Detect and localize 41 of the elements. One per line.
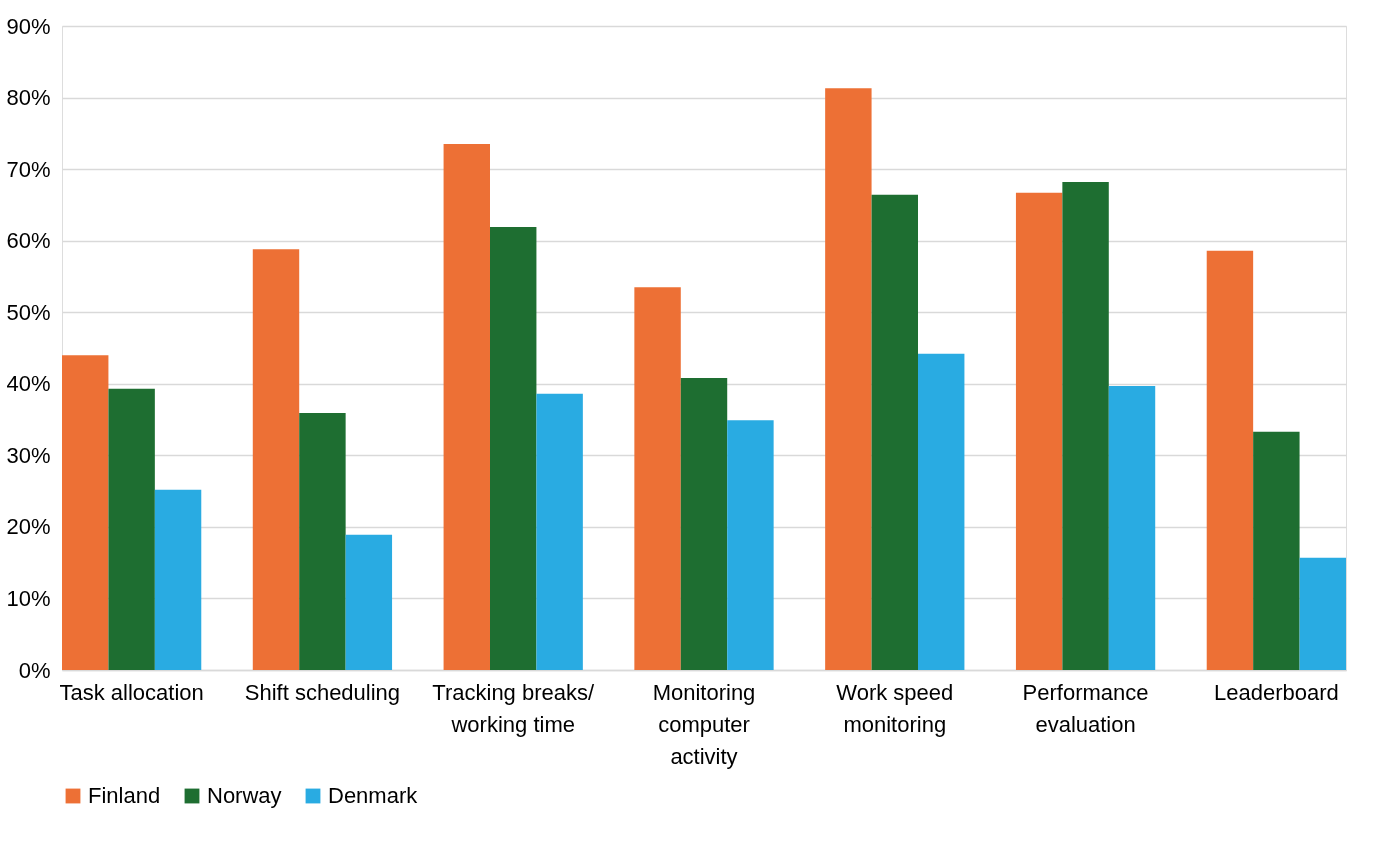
bar bbox=[680, 378, 728, 670]
bar bbox=[299, 413, 346, 670]
y-tick-label: 80% bbox=[6, 85, 51, 111]
x-tick-label: Work speed monitoring bbox=[836, 679, 954, 737]
bar bbox=[1015, 192, 1063, 670]
x-tick-label: Task allocation bbox=[59, 679, 204, 705]
bar bbox=[252, 249, 300, 670]
bar bbox=[108, 388, 155, 670]
bar bbox=[1062, 181, 1109, 670]
legend-label: Finland bbox=[88, 783, 161, 808]
x-tick-label: Monitoring computer activity bbox=[652, 679, 756, 769]
bar bbox=[345, 534, 393, 670]
y-tick-label: 40% bbox=[6, 371, 51, 397]
y-tick-label: 10% bbox=[6, 585, 51, 611]
bar bbox=[727, 420, 774, 670]
y-tick-label: 30% bbox=[6, 442, 51, 468]
x-tick-label: Leaderboard bbox=[1213, 679, 1339, 705]
legend-label: Norway bbox=[207, 783, 282, 808]
x-tick-label: Tracking breaks/ working time bbox=[432, 679, 595, 737]
x-tick-label: Performance evaluation bbox=[1022, 679, 1149, 737]
y-tick-label: 90% bbox=[6, 13, 51, 39]
bar bbox=[62, 355, 109, 670]
bar bbox=[1299, 557, 1346, 670]
x-tick-label: Shift scheduling bbox=[244, 679, 401, 705]
bar bbox=[871, 194, 918, 670]
bar bbox=[825, 88, 872, 670]
y-tick-label: 70% bbox=[6, 156, 51, 182]
bar bbox=[1206, 250, 1254, 670]
bar bbox=[918, 353, 965, 670]
bar bbox=[443, 144, 490, 670]
bar bbox=[1108, 385, 1156, 670]
y-tick-label: 0% bbox=[18, 657, 51, 683]
bar bbox=[1253, 431, 1300, 670]
bar bbox=[536, 393, 583, 670]
bar bbox=[634, 287, 681, 670]
y-tick-label: 20% bbox=[6, 514, 51, 540]
bar bbox=[154, 489, 202, 670]
legend-label: Denmark bbox=[328, 783, 419, 808]
y-tick-label: 60% bbox=[6, 228, 51, 254]
bar bbox=[490, 227, 537, 670]
y-tick-label: 50% bbox=[6, 299, 51, 325]
